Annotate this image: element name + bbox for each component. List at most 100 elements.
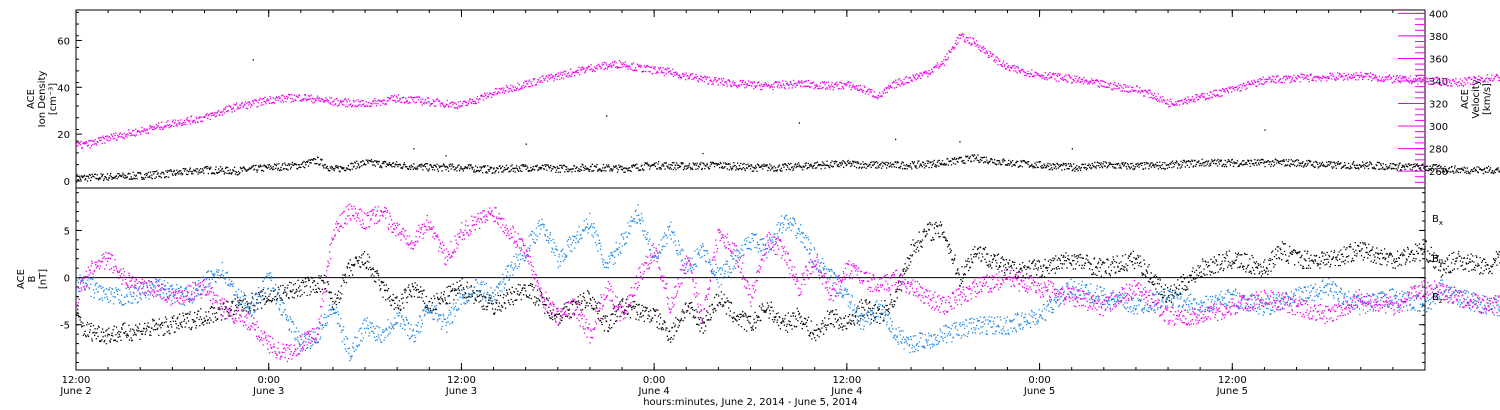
top-series-1-point xyxy=(462,103,464,105)
top-series-0-point xyxy=(1430,169,1433,172)
top-series-1-point xyxy=(1183,101,1185,103)
top-series-0-point xyxy=(105,177,107,179)
top-series-0-point xyxy=(406,168,409,170)
top-series-1-point xyxy=(338,103,340,105)
top-series-0-point xyxy=(1453,167,1456,169)
top-series-0-point xyxy=(185,173,188,175)
top-series-1-point xyxy=(1056,74,1058,76)
top-series-1-point xyxy=(824,84,826,86)
top-series-1-point xyxy=(1141,90,1143,92)
top-series-0-point xyxy=(902,161,904,164)
top-series-1-point xyxy=(554,75,556,77)
top-series-1-point xyxy=(487,96,490,98)
top-series-0-point xyxy=(127,173,129,175)
top-left-tick-label: 0 xyxy=(64,177,70,188)
top-series-0-point xyxy=(1364,164,1366,167)
top-series-0-point xyxy=(937,160,939,162)
top-series-0-point xyxy=(977,154,979,156)
top-series-0-point xyxy=(607,164,610,166)
top-series-1-point xyxy=(123,132,125,135)
top-series-1-point xyxy=(82,142,84,145)
top-series-1-point xyxy=(699,78,701,80)
top-series-1-point xyxy=(779,82,781,84)
top-series-0-point xyxy=(749,165,751,167)
top-series-1-point xyxy=(1222,88,1224,91)
top-series-0-point xyxy=(1023,160,1025,162)
top-series-0-point xyxy=(147,171,150,173)
top-series-1-point xyxy=(579,74,581,76)
top-series-0-point xyxy=(843,161,845,163)
top-series-0-point xyxy=(1153,165,1155,167)
top-series-0-point xyxy=(228,172,231,174)
top-series-1-point xyxy=(1291,78,1293,80)
top-series-1-point xyxy=(802,86,804,88)
top-series-0-point xyxy=(1179,164,1181,166)
top-series-1-point xyxy=(1171,103,1174,105)
top-series-1-point xyxy=(1326,76,1328,78)
top-series-0-point xyxy=(959,156,962,159)
top-series-0-point xyxy=(1442,167,1444,169)
top-series-1-point xyxy=(1367,78,1370,81)
top-series-1-point xyxy=(1434,82,1436,84)
top-series-0-point xyxy=(674,164,676,166)
top-series-1-point xyxy=(726,83,728,85)
top-series-1-point xyxy=(629,66,631,68)
top-series-0-point xyxy=(1033,165,1035,167)
top-series-0-point xyxy=(737,169,739,171)
top-series-0-point xyxy=(726,168,728,170)
top-series-1-point xyxy=(973,41,975,43)
top-series-0-point xyxy=(91,173,93,175)
top-series-0-point xyxy=(516,165,518,167)
top-series-0-point xyxy=(209,167,211,170)
top-series-1-point xyxy=(1459,78,1461,80)
top-series-0-point xyxy=(591,163,594,165)
top-series-1-point xyxy=(740,84,743,86)
top-series-0-point xyxy=(1321,161,1323,163)
top-series-0-point xyxy=(384,160,386,163)
top-series-1-point xyxy=(413,97,416,99)
top-series-0-point xyxy=(387,164,389,166)
top-series-1-point xyxy=(1328,76,1330,78)
top-series-0-point xyxy=(420,166,422,168)
top-series-0-point xyxy=(1151,162,1153,164)
top-series-0-point xyxy=(1108,162,1110,164)
top-series-1-point xyxy=(611,66,613,68)
top-series-0-point xyxy=(1130,166,1133,168)
top-series-0-point xyxy=(620,168,622,171)
top-series-0-point xyxy=(1067,168,1069,170)
top-series-1-point xyxy=(978,48,980,50)
top-series-1-point xyxy=(658,69,660,71)
top-series-1-point xyxy=(643,65,646,67)
bottom-series-0-point xyxy=(93,331,95,333)
top-series-0-point xyxy=(1100,162,1102,164)
top-series-1-point xyxy=(552,76,554,78)
bottom-series-0-point xyxy=(122,323,124,325)
bottom-series-0-point xyxy=(97,325,100,327)
top-series-1-point xyxy=(780,85,782,87)
top-series-1-point xyxy=(326,98,328,101)
top-series-0-point xyxy=(1090,168,1092,170)
top-series-0-point xyxy=(1030,165,1032,167)
top-series-1-point xyxy=(1206,93,1208,95)
top-series-1-point xyxy=(1449,80,1451,82)
top-series-0-point xyxy=(229,169,231,171)
top-series-0-point xyxy=(898,166,901,168)
top-series-1-point xyxy=(977,46,980,48)
top-series-1-point xyxy=(169,124,171,126)
top-series-1-point xyxy=(452,104,454,106)
top-series-0-point xyxy=(1200,164,1203,167)
top-series-1-point xyxy=(649,71,651,73)
top-series-0-point xyxy=(611,169,613,171)
top-series-1-point xyxy=(99,140,101,142)
top-series-0-point xyxy=(402,166,404,168)
top-series-1-point xyxy=(861,90,863,92)
top-series-0-point xyxy=(1123,165,1125,167)
top-series-1-point xyxy=(935,64,937,66)
top-series-1-point xyxy=(915,79,917,81)
bottom-series-0-point xyxy=(86,324,88,326)
top-series-0-point xyxy=(516,168,518,170)
top-series-1-point xyxy=(482,95,484,97)
top-series-1-point xyxy=(315,99,317,101)
top-series-1-point xyxy=(1121,90,1124,92)
bottom-series-0-point xyxy=(80,321,82,323)
